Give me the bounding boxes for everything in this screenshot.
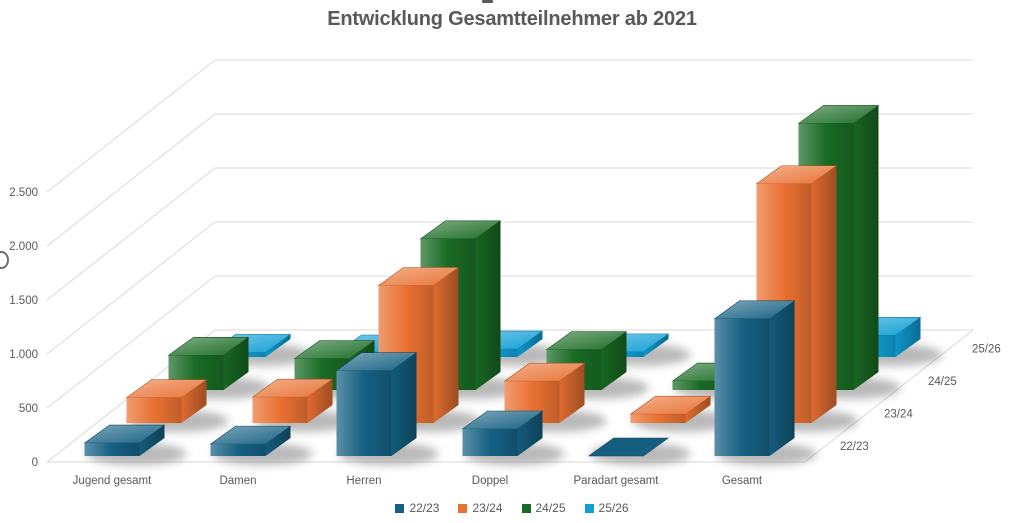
y-tick-label: 1.500 xyxy=(9,295,38,307)
y-tick-label: 1.000 xyxy=(9,349,38,361)
bar-face-side xyxy=(643,333,669,357)
series-row-22-23 xyxy=(83,300,817,465)
bar-face-side xyxy=(811,165,837,423)
category-axis: Jugend gesamt Damen Herren Doppel Paradart g… xyxy=(73,475,763,487)
bar-face-side xyxy=(181,379,207,423)
bar-face-side xyxy=(601,331,627,390)
depth-label: 24/25 xyxy=(928,376,957,388)
bar-face-side xyxy=(517,411,543,456)
category-label: Paradart gesamt xyxy=(573,475,659,487)
series-row-23-24 xyxy=(125,165,859,432)
bar-23-24-paradart-gesamt[interactable] xyxy=(629,395,712,423)
value-axis: 0 500 1.000 1.500 2.000 2.500 xyxy=(9,187,38,469)
bar-face-side xyxy=(853,105,879,390)
bar-face-front xyxy=(126,397,182,423)
cropped-axis-glyph-fragment xyxy=(0,251,9,269)
bar-face-side xyxy=(475,220,501,390)
category-label: Herren xyxy=(346,475,381,487)
depth-axis: 22/23 23/24 24/25 25/26 xyxy=(840,344,1001,454)
bar-24-25-jugend-gesamt[interactable] xyxy=(167,336,250,390)
bar-face-flat xyxy=(587,437,670,457)
bar-face-front xyxy=(462,429,518,456)
legend-swatch xyxy=(395,503,405,513)
depth-label: 23/24 xyxy=(884,409,913,421)
legend-label: 22/23 xyxy=(409,501,440,515)
bar-face-front xyxy=(252,397,308,423)
bar-face-front xyxy=(714,318,770,456)
bar-face-side xyxy=(517,331,543,357)
category-label: Doppel xyxy=(472,475,508,487)
legend-item[interactable]: 24/25 xyxy=(521,501,566,515)
bar-face-side xyxy=(265,334,291,357)
legend-label: 24/25 xyxy=(535,501,566,515)
category-label: Jugend gesamt xyxy=(73,475,152,487)
cropped-text-fragment xyxy=(482,0,493,3)
bar-face-side xyxy=(391,352,417,456)
bar-22-23-doppel[interactable] xyxy=(461,410,544,456)
bar-face-front xyxy=(84,443,140,456)
bar-22-23-herren[interactable] xyxy=(335,352,418,456)
bar-face-side xyxy=(265,426,291,456)
bar-22-23-paradart-gesamt[interactable] xyxy=(587,437,670,457)
gridline-wall-left xyxy=(46,275,216,409)
y-tick-label: 0 xyxy=(32,457,38,469)
y-tick-label: 2.500 xyxy=(9,187,38,199)
gridline-wall-left xyxy=(46,221,216,355)
category-label: Gesamt xyxy=(722,475,763,487)
bar-22-23-damen[interactable] xyxy=(209,425,292,456)
category-label: Damen xyxy=(219,475,256,487)
y-tick-label: 2.000 xyxy=(9,241,38,253)
bar-face-side xyxy=(895,317,921,357)
legend-swatch xyxy=(584,503,594,513)
bar-face-front xyxy=(210,444,266,456)
gridline-wall-left xyxy=(46,167,216,301)
chart-title[interactable]: Entwicklung Gesamtteilnehmer ab 2021 xyxy=(327,8,697,30)
bar-face-front xyxy=(336,370,392,456)
depth-label: 22/23 xyxy=(840,441,869,453)
legend-swatch xyxy=(521,503,531,513)
bar-22-23-jugend-gesamt[interactable] xyxy=(83,424,166,456)
bar-face-front xyxy=(630,414,686,423)
bar-face-side xyxy=(433,267,459,423)
bar-face-side xyxy=(223,337,249,390)
depth-label: 25/26 xyxy=(972,344,1001,356)
y-tick-label: 500 xyxy=(19,403,38,415)
gridline-wall-left xyxy=(46,113,216,247)
bar-23-24-damen[interactable] xyxy=(251,378,334,423)
gridline-wall-left xyxy=(46,59,216,193)
legend-label: 23/24 xyxy=(472,501,503,515)
bar-face-side xyxy=(307,379,333,423)
bar-22-23-gesamt[interactable] xyxy=(713,300,796,456)
bar-23-24-doppel[interactable] xyxy=(503,362,586,423)
bar-face-side xyxy=(559,363,585,423)
bar-face-side xyxy=(139,425,165,456)
legend-item[interactable]: 25/26 xyxy=(584,501,629,515)
legend-item[interactable]: 23/24 xyxy=(458,501,503,515)
bar-face-side xyxy=(685,396,711,423)
bar-face-front xyxy=(672,381,728,390)
legend-swatch xyxy=(458,503,468,513)
bar-face-side xyxy=(769,300,795,456)
legend: 22/23 23/24 24/25 25/26 xyxy=(0,501,1024,515)
floor-right-edge xyxy=(804,329,974,463)
legend-item[interactable]: 22/23 xyxy=(395,501,439,515)
bar-23-24-jugend-gesamt[interactable] xyxy=(125,379,208,423)
legend-label: 25/26 xyxy=(598,501,629,515)
